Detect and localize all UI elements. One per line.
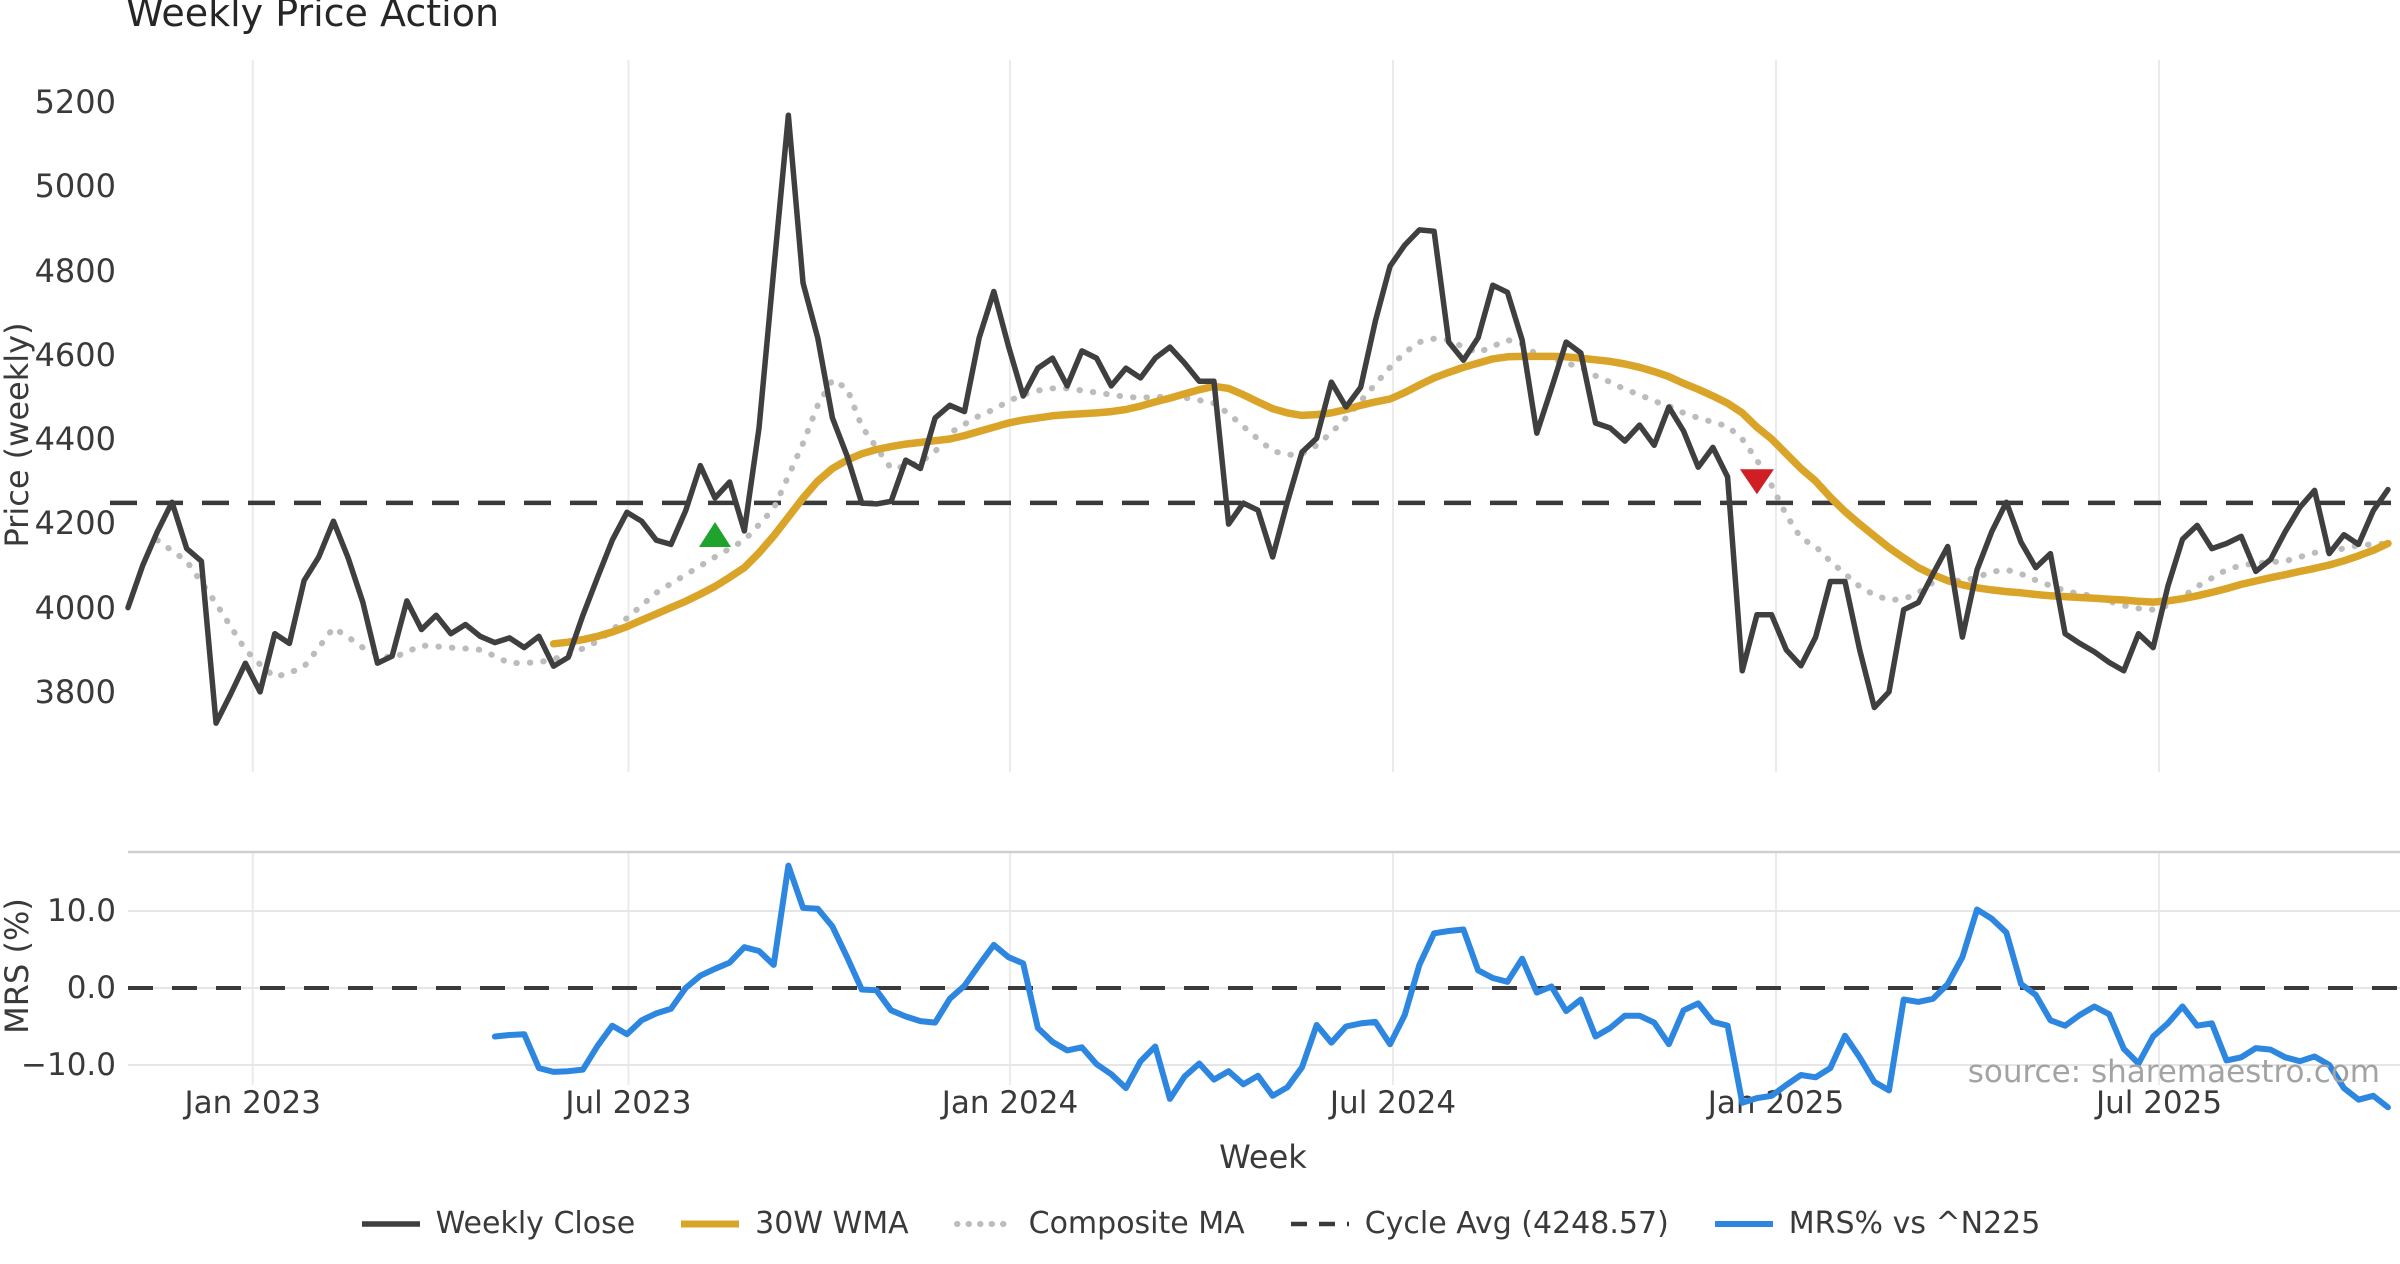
legend-item-wma: 30W WMA <box>679 1206 909 1241</box>
signal-markers <box>699 469 1774 547</box>
watermark: source: sharemaestro.com <box>1968 1054 2380 1090</box>
legend-label: Composite MA <box>1028 1206 1245 1241</box>
legend: Weekly Close 30W WMA Composite MA Cycle … <box>0 1206 2400 1241</box>
price-tick-3800: 3800 <box>35 673 116 711</box>
horizontal-gridlines <box>128 850 2400 1066</box>
price-tick-5000: 5000 <box>35 167 116 205</box>
composite-ma-line <box>154 335 2391 681</box>
x-tick-jul-2025: Jul 2025 <box>2094 1085 2222 1121</box>
legend-item-cycle-avg: Cycle Avg (4248.57) <box>1289 1206 1669 1241</box>
sell-signal-triangle-down-icon <box>1739 469 1774 495</box>
weekly-close-swatch-icon <box>361 1220 420 1227</box>
x-tick-jul-2024: Jul 2024 <box>1328 1085 1456 1121</box>
price-tick-4600: 4600 <box>35 336 116 374</box>
legend-label: Cycle Avg (4248.57) <box>1364 1206 1669 1241</box>
price-tick-4200: 4200 <box>35 504 116 542</box>
x-tick-jan-2023: Jan 2023 <box>182 1085 321 1121</box>
legend-item-weekly-close: Weekly Close <box>360 1206 636 1241</box>
x-tick-jul-2023: Jul 2023 <box>563 1085 691 1121</box>
price-tick-4400: 4400 <box>35 420 116 458</box>
chart-title: Weekly Price Action <box>126 0 499 35</box>
weekly-close-line <box>125 112 2391 726</box>
legend-label: MRS% vs ^N225 <box>1788 1206 2041 1241</box>
cycle-avg-swatch-icon <box>1290 1221 1349 1226</box>
price-axis-ticks: 5200 5000 4800 4600 4400 4200 4000 3800 <box>35 83 116 711</box>
price-tick-4000: 4000 <box>35 589 116 627</box>
series-lines <box>110 112 2400 1111</box>
mrs-swatch-icon <box>1714 1220 1773 1227</box>
legend-label: Weekly Close <box>435 1206 636 1241</box>
mrs-tick-0: 0.0 <box>67 970 116 1006</box>
x-tick-jan-2024: Jan 2024 <box>940 1085 1079 1121</box>
mrs-tick-10: 10.0 <box>47 893 116 929</box>
price-tick-4800: 4800 <box>35 252 116 290</box>
mrs-tick-neg10: −10.0 <box>21 1047 116 1083</box>
x-axis-label: Week <box>1219 1138 1307 1176</box>
vertical-gridlines <box>251 60 2161 1085</box>
legend-item-composite: Composite MA <box>953 1206 1245 1241</box>
mrs-line <box>491 862 2391 1111</box>
buy-signal-triangle-up-icon <box>699 521 731 547</box>
x-axis-ticks: Jan 2023 Jul 2023 Jan 2024 Jul 2024 Jan … <box>182 1085 2222 1121</box>
legend-item-mrs: MRS% vs ^N225 <box>1713 1206 2041 1241</box>
mrs-axis-label: MRS (%) <box>0 898 36 1034</box>
price-axis-label: Price (weekly) <box>0 322 36 547</box>
composite-swatch-icon <box>953 1220 1015 1227</box>
price-tick-5200: 5200 <box>35 83 116 121</box>
legend-label: 30W WMA <box>755 1206 909 1241</box>
mrs-axis-ticks: 10.0 0.0 −10.0 <box>21 893 116 1083</box>
wma-swatch-icon <box>681 1220 740 1227</box>
wma-line <box>549 352 2392 648</box>
